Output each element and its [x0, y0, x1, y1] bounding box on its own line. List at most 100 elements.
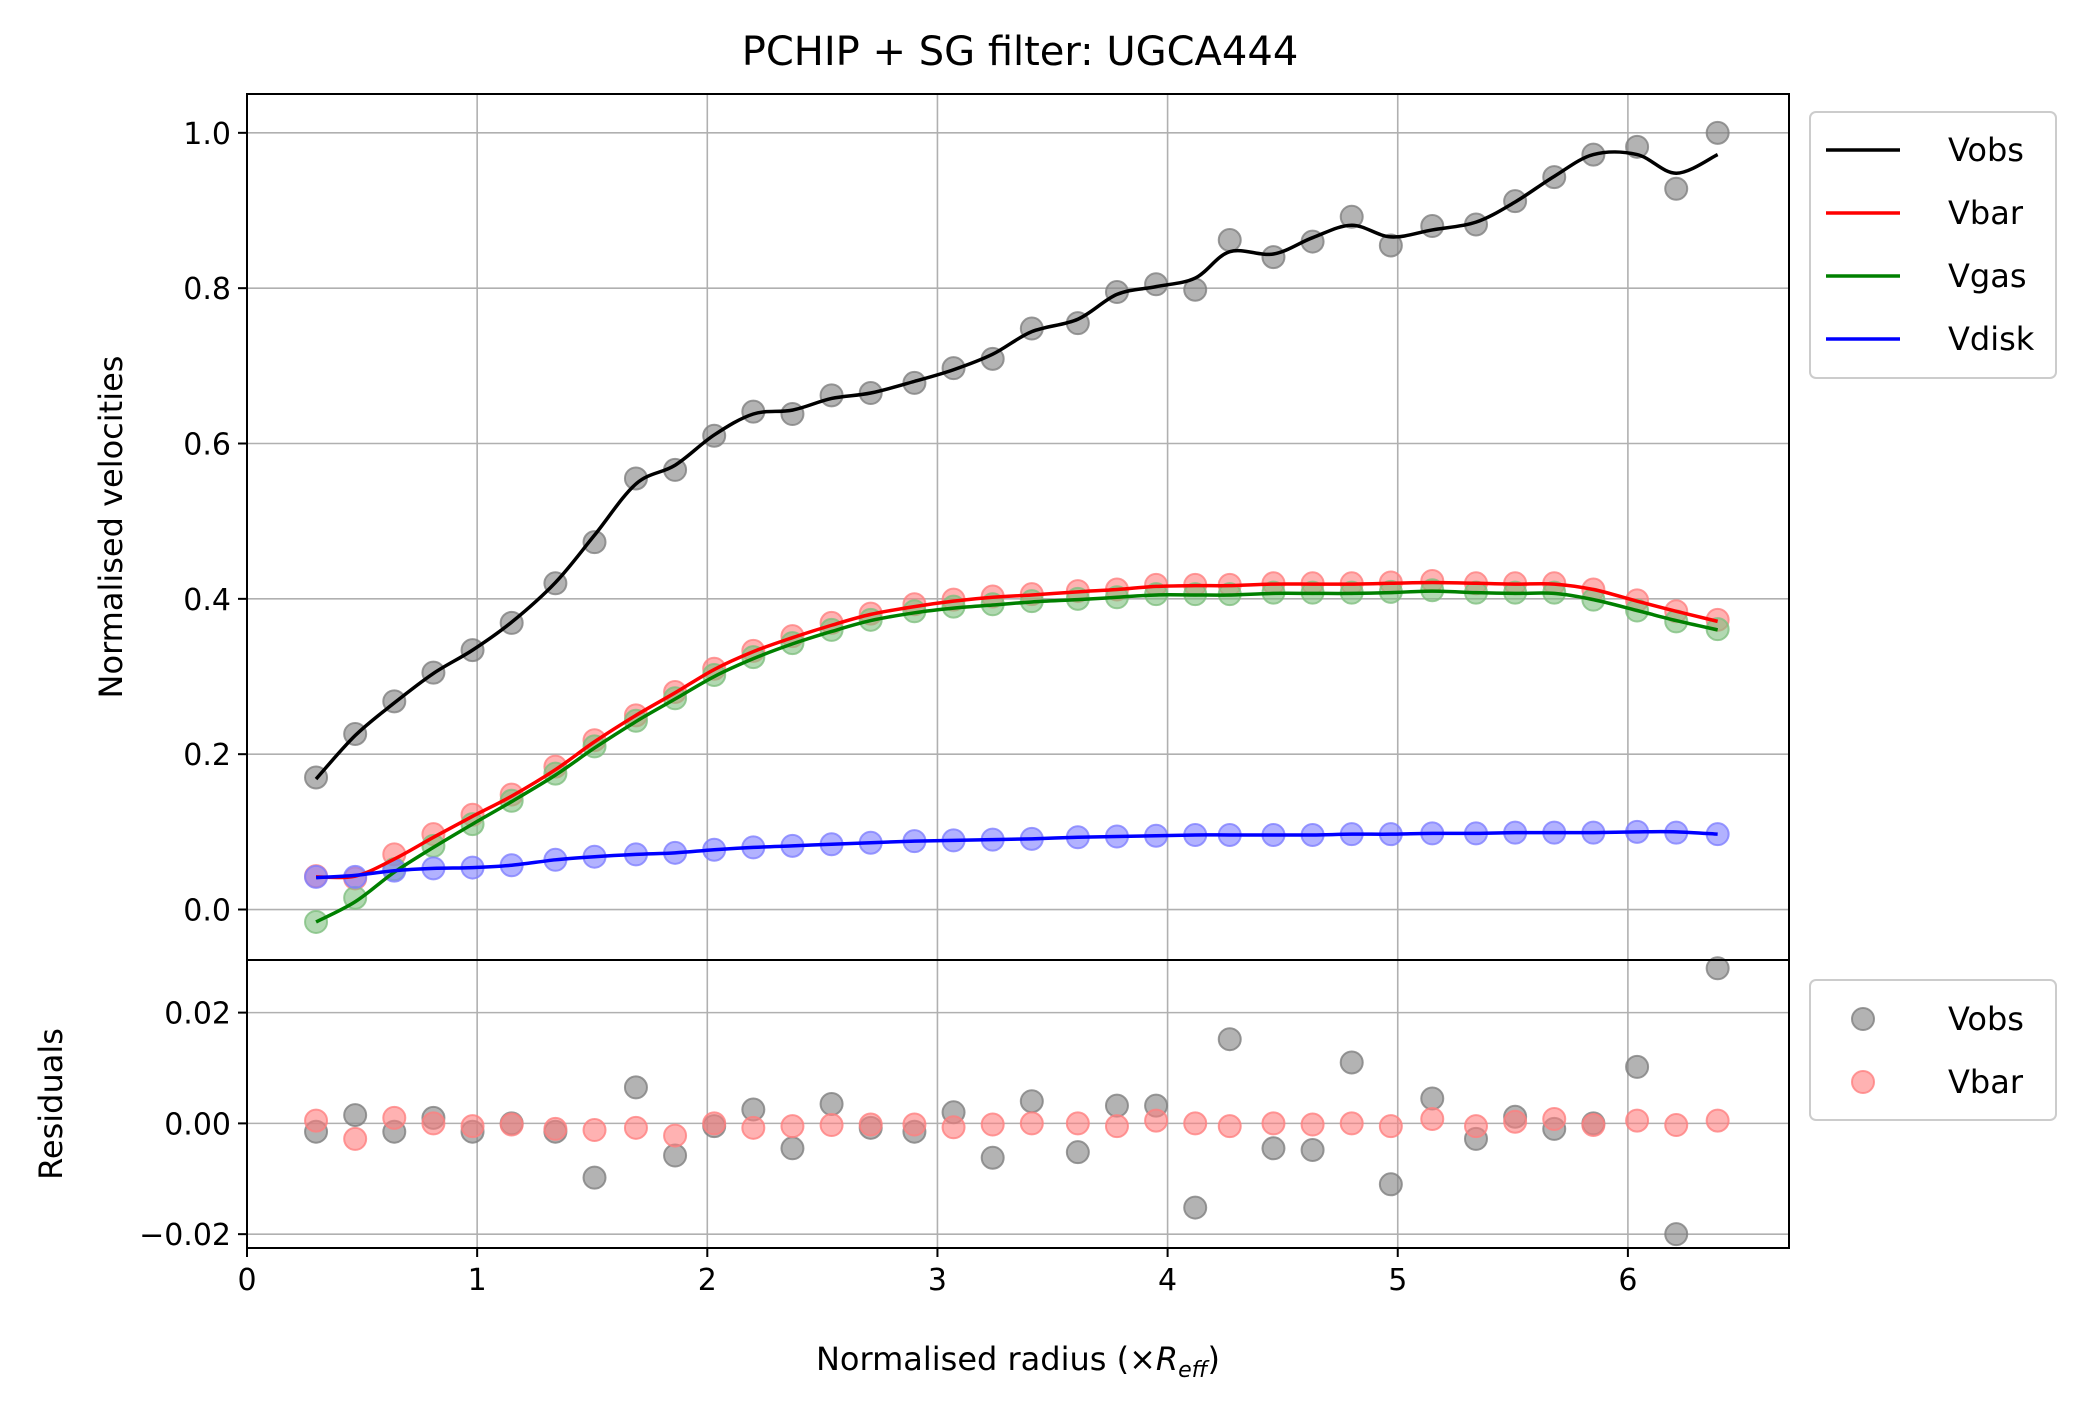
x-axis-label-close: ) — [1208, 1340, 1220, 1378]
x-tick-label: 2 — [698, 1263, 717, 1298]
series-vobs-points — [304, 120, 1730, 790]
legend-vgas-label: Vgas — [1948, 257, 2026, 295]
series-vobs-point — [780, 401, 805, 426]
residual-vobs-point — [1420, 1086, 1445, 1111]
residual-vbar-point — [1581, 1113, 1606, 1138]
residual-vbar-point — [819, 1113, 844, 1138]
main-plot-background — [247, 94, 1789, 960]
residual-vbar-point — [1019, 1111, 1044, 1136]
residual-vobs-point — [582, 1165, 607, 1190]
residual-vobs-point — [1339, 1050, 1364, 1075]
series-vobs-point — [582, 530, 607, 555]
series-vobs-point — [1217, 228, 1242, 253]
residual-vbar-point — [858, 1112, 883, 1137]
main-legend-box — [1809, 111, 2057, 379]
residual-vobs-point — [1705, 956, 1730, 981]
residual-vbar-point — [1420, 1106, 1445, 1131]
residual-vobs-point — [1378, 1172, 1403, 1197]
main-panel: 0.0 0.2 0.4 0.6 0.8 1.0 Normalised velocities — [92, 93, 1790, 961]
x-axis-label-symbol: R — [1156, 1340, 1178, 1378]
residual-vbar-point — [343, 1126, 368, 1151]
residual-vbar-point — [623, 1115, 648, 1140]
x-tick-label: 3 — [928, 1263, 947, 1298]
residual-plot-background — [247, 960, 1789, 1248]
residual-vobs-point — [1625, 1054, 1650, 1079]
residual-vbar-point — [1261, 1111, 1286, 1136]
residual-vbar-point — [543, 1116, 568, 1141]
main-y-tick-label: 0.6 — [183, 428, 231, 463]
main-y-ticks: 0.0 0.2 0.4 0.6 0.8 1.0 — [183, 117, 247, 929]
x-tick-label: 5 — [1388, 1263, 1407, 1298]
residual-y-tick-label: 0.00 — [164, 1107, 231, 1142]
series-vobs-point — [1378, 233, 1403, 258]
series-vobs-point — [819, 383, 844, 408]
main-series — [304, 120, 1730, 934]
residual-vbar-point — [941, 1115, 966, 1140]
residual-panel: −0.02 0.00 0.02 0 1 2 3 4 5 6 Residuals Normalis… — [32, 956, 1790, 1383]
residual-series — [304, 956, 1730, 1247]
residual-vbar-point — [1664, 1113, 1689, 1138]
residual-vbar-point — [980, 1112, 1005, 1137]
residual-vbar-points — [304, 1105, 1730, 1151]
residual-legend-vobs-swatch — [1851, 1007, 1875, 1031]
main-y-tick-label: 0.4 — [183, 583, 231, 618]
residual-vobs-point — [623, 1075, 648, 1100]
residual-y-ticks: −0.02 0.00 0.02 — [139, 997, 247, 1253]
residual-legend-items: Vobs Vbar — [1851, 1000, 2024, 1101]
x-axis-label-subscript: eff — [1178, 1358, 1210, 1383]
residual-vbar-point — [1503, 1109, 1528, 1134]
residual-vobs-point — [1217, 1027, 1242, 1052]
series-vobs-point — [1420, 214, 1445, 239]
residual-vobs-point — [1065, 1140, 1090, 1165]
x-axis-label: Normalised radius (×Reff) — [816, 1340, 1220, 1383]
residual-vobs-point — [1300, 1137, 1325, 1162]
residual-y-tick-label: −0.02 — [139, 1218, 231, 1253]
main-legend-items: Vobs Vbar Vgas Vdisk — [1826, 131, 2035, 358]
residual-plot-frame — [246, 959, 1790, 1249]
residual-vbar-point — [1339, 1111, 1364, 1136]
x-axis-label-text: Normalised radius (× — [816, 1340, 1156, 1378]
residual-vbar-point — [1463, 1114, 1488, 1139]
residual-vobs-point — [780, 1136, 805, 1161]
legend-vbar-label: Vbar — [1948, 194, 2024, 232]
series-vobs-point — [1705, 120, 1730, 145]
main-legend: Vobs Vbar Vgas Vdisk — [1809, 111, 2057, 379]
residual-vbar-point — [1300, 1112, 1325, 1137]
residual-vbar-point — [902, 1112, 927, 1137]
residual-vobs-point — [819, 1092, 844, 1116]
residual-vbar-point — [499, 1112, 524, 1137]
residual-vobs-point — [980, 1145, 1005, 1170]
series-vobs-line — [314, 150, 1719, 781]
series-vdisk-line — [315, 829, 1718, 880]
x-tick-label: 0 — [237, 1263, 256, 1298]
residual-vobs-point — [1019, 1089, 1044, 1114]
residual-legend-vbar-swatch — [1851, 1070, 1875, 1094]
residual-vobs-point — [1664, 1222, 1689, 1247]
main-y-tick-label: 0.2 — [183, 738, 231, 773]
residual-vbar-point — [1625, 1108, 1650, 1133]
residual-vbar-point — [421, 1111, 446, 1136]
residual-y-axis-label: Residuals — [32, 1028, 70, 1180]
x-tick-label: 4 — [1158, 1263, 1177, 1298]
residual-vobs-point — [663, 1143, 688, 1168]
series-vobs-point — [1339, 204, 1364, 229]
series-vgas-line — [315, 589, 1719, 924]
residual-vbar-point — [460, 1114, 485, 1139]
residual-y-tick-label: 0.02 — [164, 997, 231, 1032]
residual-vbar-point — [1217, 1114, 1242, 1139]
residual-vobs-point — [343, 1103, 368, 1128]
residual-vbar-point — [1378, 1114, 1403, 1139]
residual-legend-vbar-label: Vbar — [1948, 1063, 2024, 1101]
residual-vbar-point — [1705, 1108, 1730, 1133]
residual-vbar-point — [1065, 1111, 1090, 1136]
residual-vbar-point — [1542, 1106, 1567, 1131]
residual-vbar-point — [382, 1105, 407, 1130]
residual-legend: Vobs Vbar — [1809, 979, 2057, 1121]
residual-vbar-point — [1183, 1111, 1208, 1136]
residual-vbar-point — [780, 1114, 805, 1139]
residual-vbar-point — [304, 1108, 329, 1133]
residual-legend-vobs-label: Vobs — [1948, 1000, 2024, 1038]
legend-vdisk-label: Vdisk — [1948, 320, 2035, 358]
residual-vobs-point — [1104, 1093, 1129, 1118]
